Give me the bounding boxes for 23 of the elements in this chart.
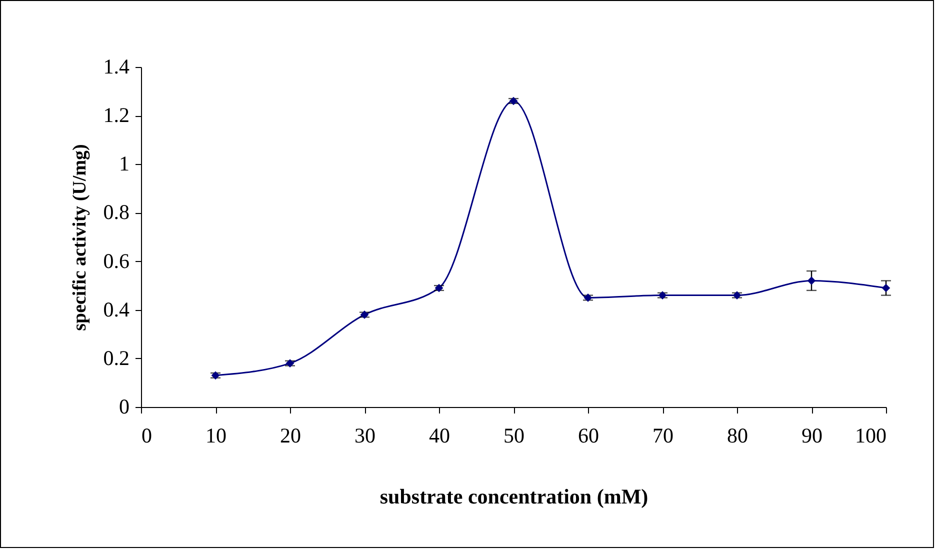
x-tick-label: 90 <box>802 424 822 448</box>
x-axis-title: substrate concentration (mM) <box>380 484 648 508</box>
x-tick-label: 0 <box>142 424 152 448</box>
y-tick-label: 0 <box>119 394 130 418</box>
y-tick-label: 0.8 <box>103 200 130 224</box>
y-tick-label: 0.6 <box>103 248 130 273</box>
x-tick-label: 50 <box>504 424 524 448</box>
x-tick-label: 30 <box>354 424 376 448</box>
y-tick-label: 1.2 <box>103 103 130 128</box>
y-axis-title: specific activity (U/mg) <box>69 144 90 331</box>
x-tick-label: 20 <box>280 424 301 448</box>
point <box>882 284 890 292</box>
point <box>807 276 816 285</box>
y-tick-label: 1.4 <box>103 54 130 78</box>
x-tick-label: 10 <box>206 424 226 448</box>
y-tick-label: 0.2 <box>103 346 130 370</box>
x-tick-label: 60 <box>578 424 599 448</box>
x-tick-label: 40 <box>429 424 450 448</box>
x-tick-label: 100 <box>855 424 886 448</box>
x-tick-label: 70 <box>652 424 674 448</box>
x-tick-label: 80 <box>727 424 748 448</box>
y-tick-label: 0.4 <box>103 297 130 322</box>
y-tick-label: 1 <box>119 152 130 176</box>
